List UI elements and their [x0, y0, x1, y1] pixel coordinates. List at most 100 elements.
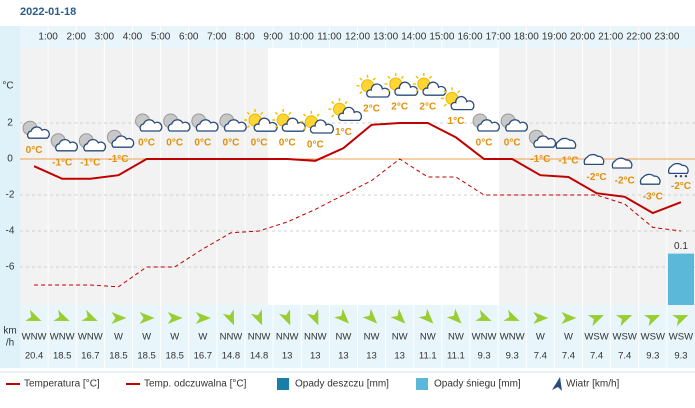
feels-like-line	[34, 158, 682, 288]
cloud	[555, 137, 577, 149]
wind-speed: 18.5	[109, 351, 128, 362]
temperature-label: -1°C	[530, 154, 550, 165]
wind-direction: WNW	[78, 332, 103, 343]
x-tick-label: 6:00	[179, 32, 199, 43]
wind-unit: /h	[6, 338, 14, 349]
cloud	[667, 162, 689, 175]
cloud	[422, 81, 447, 96]
wind-speed: 11.1	[419, 351, 437, 362]
cloud	[55, 139, 79, 152]
wind-direction: NW	[420, 332, 436, 343]
weather-icon	[244, 109, 278, 132]
wind-direction: NNW	[276, 332, 299, 343]
wind-direction: WSW	[669, 332, 693, 343]
y-tick-label: -4	[6, 226, 15, 237]
temperature-label: 2°C	[391, 102, 408, 113]
wind-speed: 13	[310, 351, 321, 362]
wind-direction: WNW	[500, 332, 525, 343]
x-tick-label: 2:00	[67, 32, 87, 43]
weather-icon	[78, 133, 107, 152]
sun-ray	[415, 75, 419, 79]
wind-arrow	[644, 314, 661, 327]
snow-bar	[667, 253, 694, 305]
cloud	[639, 173, 661, 185]
wind-speed: 16.7	[81, 351, 100, 362]
temperature-label: 0°C	[476, 138, 493, 149]
wind-speed: 13	[282, 351, 293, 362]
sun-ray	[344, 100, 348, 105]
x-tick-label: 4:00	[123, 32, 143, 43]
wind-arrow	[587, 314, 604, 327]
wind-arrow	[278, 309, 291, 326]
wind-arrow	[250, 309, 263, 326]
sun-ray	[443, 103, 447, 107]
wind-direction: W	[198, 332, 207, 343]
sun-ray	[274, 125, 279, 129]
wind-arrow	[167, 312, 183, 324]
temperature-label: -1°C	[558, 156, 578, 167]
temperature-label: 0°C	[279, 138, 296, 149]
y-tick-label: -6	[6, 262, 15, 273]
wind-speed: 13	[366, 351, 377, 362]
weather-icon	[472, 113, 500, 132]
temperature-label: -2°C	[587, 172, 607, 183]
x-tick-label: 11:00	[317, 32, 342, 43]
temperature-label: -2°C	[615, 175, 635, 186]
wind-speed: 13	[338, 351, 349, 362]
weather-icon	[639, 173, 661, 185]
x-tick-label: 17:00	[486, 32, 511, 43]
sun-ray	[428, 75, 433, 79]
wind-direction: W	[564, 332, 573, 343]
wind-speed: 7.4	[562, 351, 575, 362]
wind-arrow	[475, 309, 492, 322]
wind-direction: NNW	[220, 332, 243, 343]
cloud	[533, 135, 557, 148]
wind-speed: 9.3	[506, 351, 519, 362]
y-tick-label: 2	[7, 118, 13, 129]
x-tick-label: 19:00	[542, 32, 567, 43]
temperature-label: 0°C	[307, 139, 324, 150]
cloud	[83, 139, 107, 152]
sun-ray	[288, 111, 292, 115]
x-tick-label: 16:00	[457, 32, 482, 43]
legend-swatch	[277, 378, 289, 390]
sun-ray	[303, 113, 307, 117]
weather-icon	[667, 162, 689, 178]
temperature-line	[33, 122, 682, 215]
date: 2022-01-18	[20, 6, 76, 18]
legend-label: Temperatura [°C]	[24, 379, 100, 390]
wind-direction: WNW	[472, 332, 497, 343]
wind-direction: NW	[448, 332, 464, 343]
wind-direction: NW	[364, 332, 380, 343]
wind-arrow	[362, 308, 378, 324]
weather-icon	[555, 137, 577, 149]
temperature-label: 2°C	[363, 103, 380, 114]
cloud	[366, 83, 391, 98]
wind-direction: W	[114, 332, 123, 343]
x-tick-label: 3:00	[95, 32, 115, 43]
temperature-label: 0°C	[138, 138, 155, 149]
wind-arrow	[446, 308, 462, 324]
wind-direction: WSW	[584, 332, 608, 343]
x-tick-label: 21:00	[598, 32, 623, 43]
wind-speed: 7.4	[590, 351, 603, 362]
x-tick-label: 18:00	[514, 32, 539, 43]
wind-arrow	[195, 312, 211, 324]
sun-ray	[260, 111, 264, 115]
wind-speed: 11.1	[447, 351, 465, 362]
x-tick-label: 22:00	[626, 32, 651, 43]
sun-ray	[303, 126, 307, 131]
legend-label: Temp. odczuwalna [°C]	[144, 379, 247, 390]
wind-direction: NW	[392, 332, 408, 343]
temperature-label: -1°C	[80, 157, 100, 168]
temperature-label: 0°C	[504, 138, 521, 149]
wind-speed: 7.4	[618, 351, 631, 362]
temperature-label: 0°C	[223, 138, 240, 149]
wind-direction: W	[536, 332, 545, 343]
weather-icon	[50, 133, 79, 152]
temperature-label: 0°C	[166, 138, 183, 149]
wind-direction: WNW	[22, 332, 47, 343]
x-tick-label: 20:00	[570, 32, 595, 43]
weather-icon	[272, 109, 306, 132]
